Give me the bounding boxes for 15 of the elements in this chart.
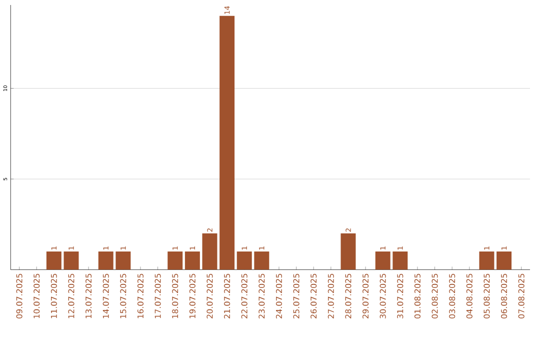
bar (375, 252, 390, 270)
bar (184, 252, 200, 270)
bar (340, 234, 356, 270)
bar (496, 252, 512, 270)
bar (116, 252, 131, 270)
bar (479, 252, 494, 270)
bar (98, 252, 114, 270)
bar (392, 252, 408, 270)
bar (64, 252, 79, 270)
bar (236, 252, 252, 270)
bar (46, 252, 62, 270)
bar (220, 16, 235, 270)
bar (202, 234, 218, 270)
bar (254, 252, 270, 270)
bar (168, 252, 183, 270)
